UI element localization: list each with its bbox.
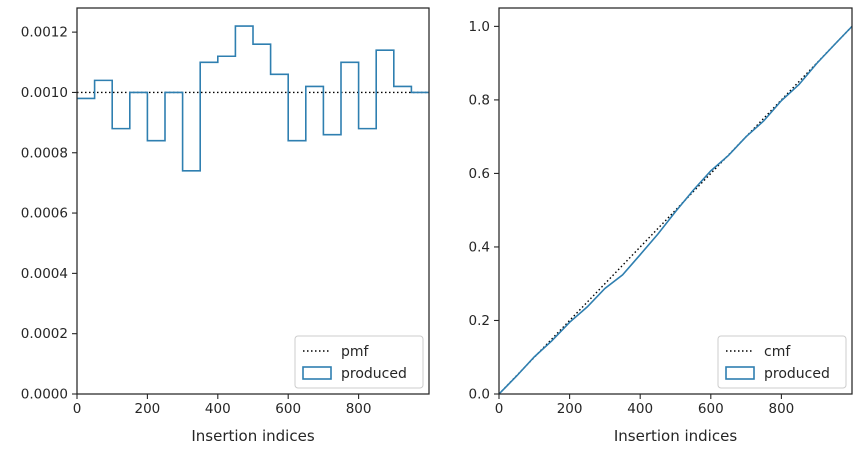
x-tick-label: 800 — [769, 401, 795, 417]
chart-panel-1: 0 200 400 600 800 0.0000 0.0002 0.0004 0.0006 0.0… — [21, 7, 430, 445]
y-tick-label: 0.2 — [469, 313, 490, 329]
legend-box — [717, 335, 847, 389]
y-tick-label: 0.8 — [469, 92, 490, 108]
x-tick-label: 800 — [346, 401, 372, 417]
legend-label-cmf: cmf — [764, 344, 791, 360]
axes-frame — [498, 7, 853, 395]
legend-label-produced: produced — [764, 366, 830, 382]
legend-marker-produced — [302, 366, 332, 380]
legend-box — [294, 335, 424, 389]
legend-label-produced: produced — [341, 366, 407, 382]
x-tick-label: 0 — [73, 401, 82, 417]
y-tick-label: 0.0 — [469, 387, 490, 403]
x-tick-label: 400 — [627, 401, 653, 417]
series-produced-line — [77, 25, 429, 172]
y-tick-label: 0.0004 — [21, 266, 68, 282]
y-tick-label: 0.0006 — [21, 206, 68, 222]
x-axis-label: Insertion indices — [614, 427, 737, 445]
series-cmf-line — [498, 25, 853, 395]
x-tick-label: 200 — [135, 401, 161, 417]
series-produced-line — [498, 25, 853, 395]
y-tick-label: 0.0010 — [21, 85, 68, 101]
y-tick-label: 0.0008 — [21, 145, 68, 161]
y-tick-label: 0.6 — [469, 166, 490, 182]
x-tick-label: 0 — [495, 401, 504, 417]
legend-marker-produced — [725, 366, 755, 380]
chart-panel-2: 0 200 400 600 800 0.0 0.2 0.4 0.6 0.8 1.0 Insertion… — [469, 7, 853, 445]
x-tick-label: 200 — [557, 401, 583, 417]
y-tick-label: 1.0 — [469, 19, 490, 35]
axes-frame — [76, 7, 430, 395]
x-tick-label: 400 — [205, 401, 231, 417]
y-tick-label: 0.0012 — [21, 25, 68, 41]
y-tick-label: 0.0002 — [21, 326, 68, 342]
legend-label-pmf: pmf — [341, 344, 370, 360]
x-axis-label: Insertion indices — [191, 427, 314, 445]
x-tick-label: 600 — [698, 401, 724, 417]
y-tick-label: 0.4 — [469, 239, 490, 255]
x-tick-label: 600 — [275, 401, 301, 417]
y-tick-label: 0.0000 — [21, 387, 68, 403]
